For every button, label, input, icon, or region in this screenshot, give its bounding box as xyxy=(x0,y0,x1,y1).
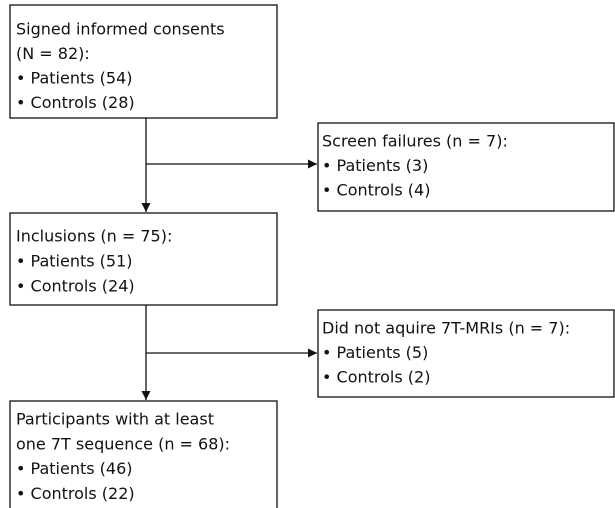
node-text: • Patients (51) xyxy=(16,252,133,271)
node-text: • Patients (46) xyxy=(16,459,133,478)
node-text: • Controls (4) xyxy=(322,181,430,200)
node-text: (N = 82): xyxy=(16,44,90,63)
box xyxy=(317,309,615,398)
node-text: Signed informed consents xyxy=(16,20,225,39)
node-text: • Controls (28) xyxy=(16,93,135,112)
node-text: one 7T sequence (n = 68): xyxy=(16,434,230,453)
node-text: • Patients (3) xyxy=(322,156,428,175)
box xyxy=(9,212,278,306)
node-text: Participants with at least xyxy=(16,410,214,429)
box xyxy=(317,122,615,212)
node-text: • Controls (22) xyxy=(16,484,135,503)
node-text: • Controls (24) xyxy=(16,277,135,296)
node-text: • Patients (5) xyxy=(322,343,428,362)
node-text: • Patients (54) xyxy=(16,69,133,88)
box xyxy=(9,4,278,119)
node-text: • Controls (2) xyxy=(322,368,430,387)
node-text: Did not aquire 7T-MRIs (n = 7): xyxy=(322,319,570,338)
box xyxy=(9,400,278,508)
node-text: Inclusions (n = 75): xyxy=(16,227,172,246)
node-text: Screen failures (n = 7): xyxy=(322,132,508,151)
